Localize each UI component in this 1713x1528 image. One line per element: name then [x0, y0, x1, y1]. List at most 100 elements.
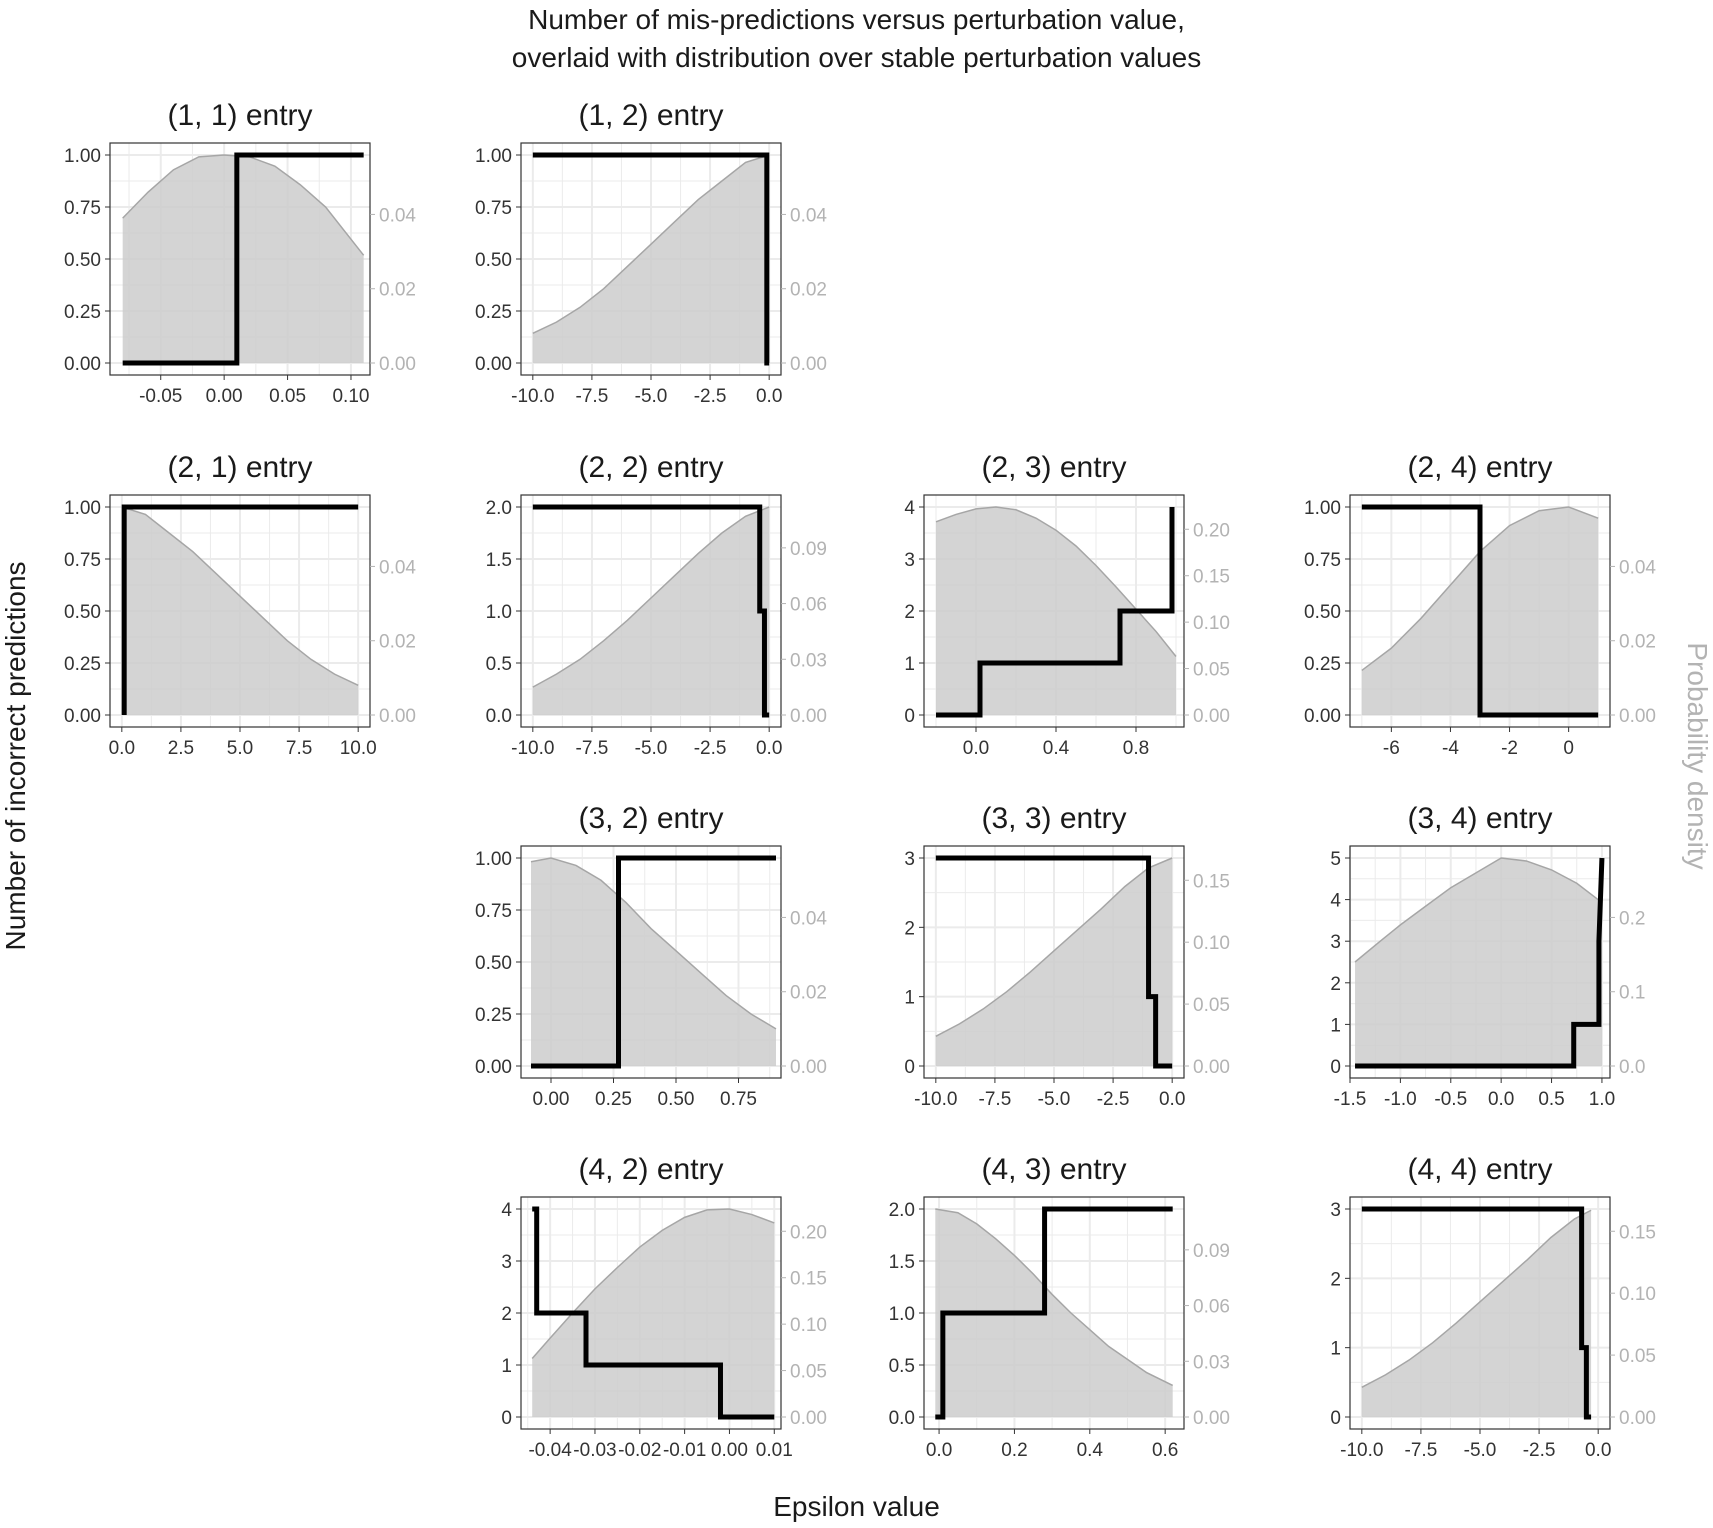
y2-tick-label: 0.00 — [379, 354, 416, 375]
y2-tick-label: 0.03 — [790, 650, 827, 671]
facet-panel: 0.0 0.5 1.0 1.5 2.0 0.00 0.03 0.06 0.09 0.0 0.2 0.4… — [889, 1153, 1230, 1461]
y-tick-label: 0.00 — [475, 354, 512, 375]
y-tick-label: 2 — [1330, 1269, 1341, 1290]
x-tick-label: -6 — [1383, 738, 1400, 759]
y2-tick-label: 0.04 — [379, 557, 416, 578]
y2-tick-label: 0.04 — [790, 205, 827, 226]
y-tick-label: 0.5 — [889, 1356, 915, 1377]
x-tick-label: -2 — [1501, 738, 1518, 759]
density-curve — [935, 1208, 1174, 1387]
y-tick-label: 0.75 — [475, 901, 512, 922]
x-tick-label: 0.0 — [926, 1440, 952, 1461]
y2-tick-label: 0.02 — [790, 983, 827, 1004]
x-tick-label: 0.8 — [1123, 738, 1149, 759]
facet-title: (2, 1) entry — [167, 451, 312, 484]
x-tick-label: 0.2 — [1001, 1440, 1027, 1461]
x-tick-label: 0.4 — [1043, 738, 1070, 759]
facet-panel: 0 1 2 3 4 0.00 0.05 0.10 0.15 0.20 -0.04 -0.03 -0.02… — [501, 1153, 827, 1461]
y-tick-label: 2 — [904, 602, 915, 623]
y-tick-label: 3 — [501, 1252, 512, 1273]
density-curve — [1361, 1209, 1592, 1388]
y-tick-label: 2 — [1330, 974, 1341, 995]
y2-tick-label: 0.06 — [790, 595, 827, 616]
y2-tick-label: 0.05 — [790, 1362, 827, 1383]
x-tick-label: 0.0 — [109, 738, 135, 759]
x-tick-label: -4 — [1442, 738, 1459, 759]
y2-tick-label: 0.10 — [790, 1315, 827, 1336]
y2-tick-label: 0.10 — [1619, 1284, 1656, 1305]
y2-tick-label: 0.15 — [1619, 1222, 1656, 1243]
y2-tick-label: 0.0 — [1619, 1057, 1645, 1078]
y-tick-label: 1 — [1330, 1339, 1341, 1360]
facet-title: (2, 3) entry — [981, 451, 1126, 484]
y-tick-label: 0.75 — [64, 198, 101, 219]
facet-panel: 0.0 0.5 1.0 1.5 2.0 0.00 0.03 0.06 0.09 -10.0 -7.5… — [486, 451, 827, 759]
x-tick-label: -0.01 — [663, 1440, 706, 1461]
density-area — [121, 507, 359, 715]
y-tick-label: 1 — [904, 654, 915, 675]
y2-tick-label: 0.03 — [1193, 1352, 1230, 1373]
facet-title: (1, 2) entry — [578, 99, 723, 132]
y-tick-label: 0.50 — [475, 953, 512, 974]
y2-tick-label: 0.20 — [1193, 520, 1230, 541]
x-tick-label: -1.5 — [1334, 1089, 1367, 1110]
y-tick-label: 0 — [1330, 1057, 1341, 1078]
x-tick-label: -0.02 — [618, 1440, 661, 1461]
y-tick-label: 1.5 — [486, 550, 512, 571]
mispredictions-step-line — [935, 1206, 1173, 1420]
y2-tick-label: 0.02 — [379, 632, 416, 653]
x-tick-label: 1.0 — [1589, 1089, 1615, 1110]
x-tick-label: 0.10 — [332, 386, 369, 407]
y-tick-label: 0.00 — [64, 706, 101, 727]
x-tick-label: -7.5 — [1405, 1440, 1438, 1461]
y-tick-label: 0 — [1330, 1408, 1341, 1429]
x-tick-label: -7.5 — [576, 738, 609, 759]
y2-tick-label: 0.00 — [790, 354, 827, 375]
x-tick-label: 0.05 — [269, 386, 306, 407]
y-tick-label: 0.00 — [64, 354, 101, 375]
density-area — [935, 1209, 1173, 1417]
mispredictions-step-line — [532, 1206, 775, 1420]
figure-title-line-1: Number of mis-predictions versus perturb… — [528, 4, 1185, 35]
facet-title: (2, 4) entry — [1407, 451, 1552, 484]
y-tick-label: 0.0 — [486, 706, 512, 727]
density-curve — [531, 1208, 775, 1359]
x-tick-label: -2.5 — [694, 738, 727, 759]
y2-tick-label: 0.00 — [790, 1057, 827, 1078]
y-tick-label: 0.50 — [475, 250, 512, 271]
x-tick-label: -1.0 — [1384, 1089, 1417, 1110]
figure-title-line-2: overlaid with distribution over stable p… — [511, 42, 1202, 73]
y-tick-label: 3 — [904, 849, 915, 870]
y-tick-label: 0.25 — [475, 1005, 512, 1026]
y-tick-label: 3 — [1330, 932, 1341, 953]
x-tick-label: -0.03 — [573, 1440, 616, 1461]
x-tick-label: -0.05 — [139, 386, 182, 407]
x-tick-label: 0.00 — [206, 386, 243, 407]
y-tick-label: 4 — [501, 1200, 512, 1221]
y-tick-label: 1.00 — [475, 146, 512, 167]
y-tick-label: 0.0 — [889, 1408, 915, 1429]
density-curve — [530, 857, 777, 1030]
facet-panel: 0.00 0.25 0.50 0.75 1.00 0.00 0.02 0.04 0.00 0.25… — [475, 802, 827, 1110]
x-tick-label: 5.0 — [227, 738, 253, 759]
y2-tick-label: 0.15 — [790, 1269, 827, 1290]
x-tick-label: 0 — [1563, 738, 1574, 759]
y2-tick-label: 0.1 — [1619, 983, 1645, 1004]
facet-panel: 0 1 2 3 4 5 0.0 0.1 0.2 -1.5 -1.0 -0.5 0.0 0.5 1.0 (3, … — [1330, 802, 1645, 1110]
density-curve — [935, 857, 1173, 1037]
y2-tick-label: 0.00 — [1619, 1408, 1656, 1429]
x-tick-label: 0.50 — [658, 1089, 695, 1110]
x-tick-label: -10.0 — [1340, 1440, 1383, 1461]
x-tick-label: -7.5 — [979, 1089, 1012, 1110]
y-tick-label: 0 — [501, 1408, 512, 1429]
y2-tick-label: 0.04 — [379, 205, 416, 226]
x-tick-label: -2.5 — [1523, 1440, 1556, 1461]
facet-panel: 0 1 2 3 4 0.00 0.05 0.10 0.15 0.20 0.0 0.4 0.8 (2, 3)… — [904, 451, 1230, 759]
y2-tick-label: 0.00 — [1193, 1057, 1230, 1078]
y-tick-label: 3 — [904, 550, 915, 571]
x-tick-label: -7.5 — [576, 386, 609, 407]
y-tick-label: 2.0 — [889, 1200, 915, 1221]
y-tick-label: 3 — [1330, 1200, 1341, 1221]
density-curve — [532, 506, 770, 688]
